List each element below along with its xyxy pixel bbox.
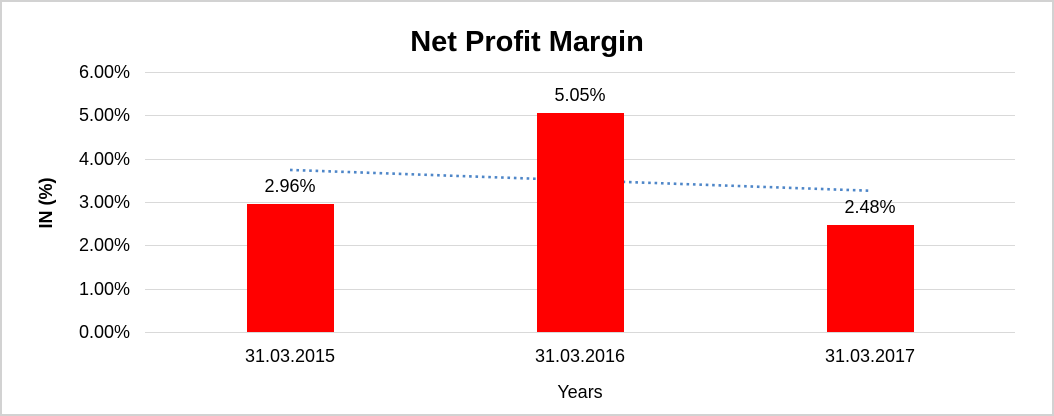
bar-value-label: 5.05%: [554, 85, 606, 106]
x-category-label: 31.03.2017: [824, 346, 916, 366]
y-tick-label: 0.00%: [78, 322, 130, 342]
bar-31.03.2016: [536, 113, 624, 332]
bar-value-label: 2.96%: [264, 175, 316, 196]
gridline: [145, 72, 1015, 73]
y-tick-label: 1.00%: [78, 278, 130, 299]
y-tick-label: 2.00%: [78, 235, 130, 256]
y-tick-label: 5.00%: [78, 105, 130, 126]
bar-value-label: 2.48%: [844, 196, 896, 217]
y-tick-label: 4.00%: [78, 148, 130, 169]
bar-31.03.2017: [826, 224, 914, 332]
bar-31.03.2015: [246, 203, 334, 332]
y-tick-label: 3.00%: [78, 192, 130, 212]
gridline: [145, 332, 1015, 333]
x-axis-title: Years: [557, 382, 603, 402]
y-tick-label: 6.00%: [78, 62, 130, 82]
chart-title: Net Profit Margin: [410, 26, 644, 58]
x-category-label: 31.03.2015: [244, 346, 336, 366]
x-category-label: 31.03.2016: [534, 346, 626, 366]
